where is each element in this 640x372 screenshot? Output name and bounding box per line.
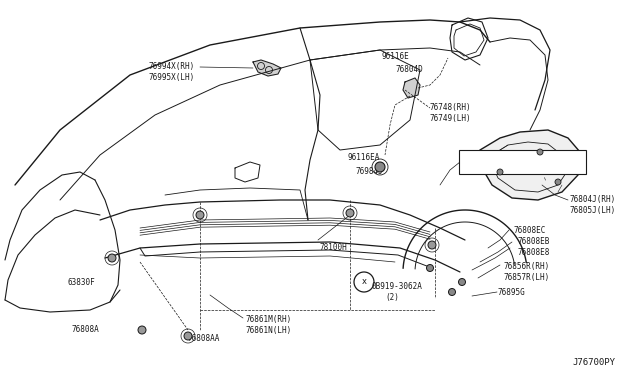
Circle shape (458, 279, 465, 285)
Text: 76748(RH): 76748(RH) (430, 103, 472, 112)
Circle shape (108, 254, 116, 262)
Text: 76808E8: 76808E8 (517, 248, 549, 257)
Text: 76984J: 76984J (356, 167, 384, 176)
Circle shape (138, 326, 146, 334)
Text: 76808EB: 76808EB (517, 237, 549, 246)
Text: (2): (2) (385, 293, 399, 302)
Text: 76804D: 76804D (395, 65, 423, 74)
Text: x: x (362, 278, 367, 286)
Text: 76861N(LH): 76861N(LH) (245, 326, 291, 335)
Text: 76856R(RH): 76856R(RH) (503, 262, 549, 271)
Polygon shape (253, 60, 281, 76)
Circle shape (555, 179, 561, 185)
Text: 0B919-3062A: 0B919-3062A (372, 282, 423, 291)
Text: 96116EA: 96116EA (348, 153, 380, 162)
FancyBboxPatch shape (459, 150, 586, 174)
Text: 76861CA(LH): 76861CA(LH) (462, 166, 513, 175)
Polygon shape (480, 130, 580, 200)
Text: 76861M(RH): 76861M(RH) (245, 315, 291, 324)
Circle shape (184, 332, 192, 340)
Circle shape (346, 209, 354, 217)
Circle shape (196, 211, 204, 219)
Text: 76808EC: 76808EC (514, 226, 547, 235)
Text: 76808AA: 76808AA (188, 334, 220, 343)
Text: 78100H: 78100H (320, 243, 348, 252)
Circle shape (426, 264, 433, 272)
Text: 76895G: 76895G (497, 288, 525, 297)
Text: 76808A: 76808A (72, 325, 100, 334)
Text: 96116E: 96116E (382, 52, 410, 61)
Text: 76861C (RH): 76861C (RH) (462, 155, 513, 164)
Circle shape (537, 149, 543, 155)
Text: 76994X(RH): 76994X(RH) (148, 62, 195, 71)
Text: 76804J(RH): 76804J(RH) (570, 195, 616, 204)
Text: 76995X(LH): 76995X(LH) (148, 73, 195, 82)
Text: 76857R(LH): 76857R(LH) (503, 273, 549, 282)
Circle shape (375, 162, 385, 172)
Text: 76749(LH): 76749(LH) (430, 114, 472, 123)
Circle shape (428, 241, 436, 249)
Circle shape (497, 169, 503, 175)
Text: 63830F: 63830F (68, 278, 96, 287)
Text: 76805J(LH): 76805J(LH) (570, 206, 616, 215)
Circle shape (449, 289, 456, 295)
Text: J76700PY: J76700PY (572, 358, 615, 367)
Polygon shape (403, 78, 420, 98)
